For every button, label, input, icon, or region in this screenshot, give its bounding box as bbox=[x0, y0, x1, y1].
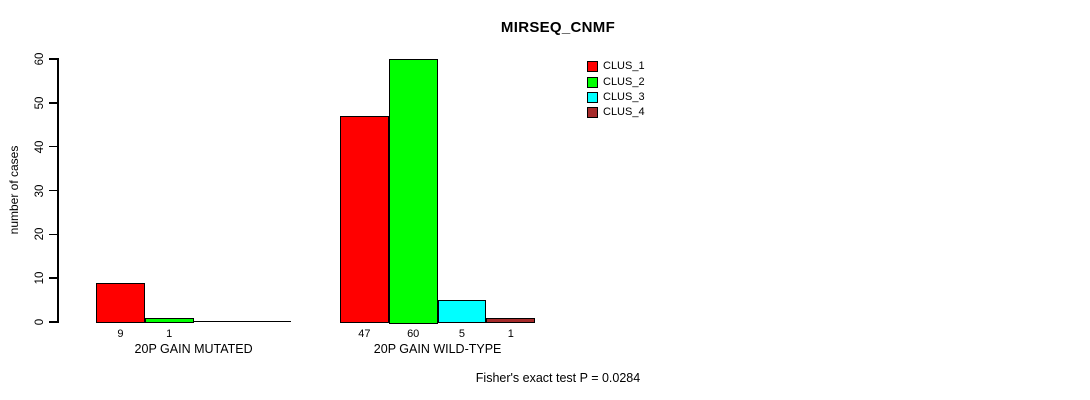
legend-label: CLUS_3 bbox=[603, 90, 645, 103]
legend-item-clus_1: CLUS_1 bbox=[587, 61, 645, 73]
y-tick-label: 10 bbox=[34, 271, 46, 285]
y-tick bbox=[49, 102, 57, 104]
y-tick-label: 40 bbox=[34, 140, 46, 154]
x-category-label: 20P GAIN MUTATED bbox=[134, 342, 253, 356]
legend-label: CLUS_1 bbox=[603, 60, 645, 73]
bar-value-label: 1 bbox=[166, 328, 173, 340]
legend-swatch-icon bbox=[587, 76, 598, 88]
legend-item-clus_3: CLUS_3 bbox=[587, 90, 645, 104]
x-category-label: 20P GAIN WILD-TYPE bbox=[373, 342, 502, 356]
legend-swatch-icon bbox=[587, 107, 598, 119]
bar-clus_4-group2 bbox=[486, 317, 536, 324]
y-tick-label: 20 bbox=[34, 227, 46, 241]
annotation-fisher-test: Fisher's exact test P = 0.0284 bbox=[475, 371, 641, 385]
y-tick-label: 50 bbox=[34, 96, 46, 110]
bar-clus_2-group1 bbox=[144, 317, 194, 324]
y-tick bbox=[49, 58, 57, 60]
legend-swatch-icon bbox=[587, 91, 598, 103]
y-tick-label: 60 bbox=[34, 52, 46, 66]
legend-item-clus_2: CLUS_2 bbox=[587, 76, 645, 88]
y-tick-label: 30 bbox=[34, 184, 46, 197]
bar-value-label: 1 bbox=[507, 328, 514, 340]
bar-clus_1-group1 bbox=[96, 282, 145, 324]
bar-value-label: 5 bbox=[458, 328, 466, 340]
y-tick bbox=[49, 189, 57, 192]
y-axis-line bbox=[57, 58, 59, 323]
bar-clus_2-group2 bbox=[388, 59, 438, 324]
bar-value-label: 9 bbox=[117, 328, 124, 340]
y-tick bbox=[49, 321, 57, 323]
legend-swatch-icon bbox=[587, 61, 598, 73]
bar-value-label: 60 bbox=[407, 328, 420, 340]
legend-item-clus_4: CLUS_4 bbox=[587, 107, 645, 119]
y-tick bbox=[49, 277, 57, 279]
legend-label: CLUS_2 bbox=[603, 75, 645, 88]
y-tick bbox=[49, 233, 57, 236]
legend: CLUS_1 CLUS_2 CLUS_3 CLUS_4 bbox=[587, 61, 645, 119]
y-tick-label: 0 bbox=[34, 318, 46, 326]
bar-clus_3-group2 bbox=[437, 300, 487, 324]
y-tick bbox=[49, 145, 57, 148]
group-baseline bbox=[96, 320, 292, 322]
bar-value-label: 47 bbox=[358, 328, 371, 340]
chart-title: MIRSEQ_CNMF bbox=[500, 19, 616, 36]
legend-label: CLUS_4 bbox=[603, 106, 645, 119]
bar-clus_1-group2 bbox=[340, 115, 389, 324]
